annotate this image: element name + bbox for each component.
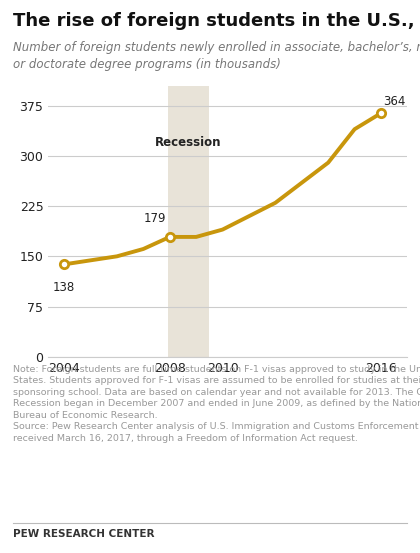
Text: 138: 138: [53, 281, 75, 294]
Bar: [168, 86, 209, 357]
Text: Note: Foreign students are full-time students on F-1 visas approved to study in : Note: Foreign students are full-time stu…: [13, 365, 420, 443]
Text: The rise of foreign students in the U.S., 2004-2016: The rise of foreign students in the U.S.…: [13, 12, 420, 30]
Text: Number of foreign students newly enrolled in associate, bachelor’s, master’s
or : Number of foreign students newly enrolle…: [13, 41, 420, 71]
Text: PEW RESEARCH CENTER: PEW RESEARCH CENTER: [13, 529, 154, 539]
Text: 364: 364: [383, 95, 406, 108]
Text: 179: 179: [143, 212, 166, 225]
Text: Recession: Recession: [155, 136, 222, 149]
